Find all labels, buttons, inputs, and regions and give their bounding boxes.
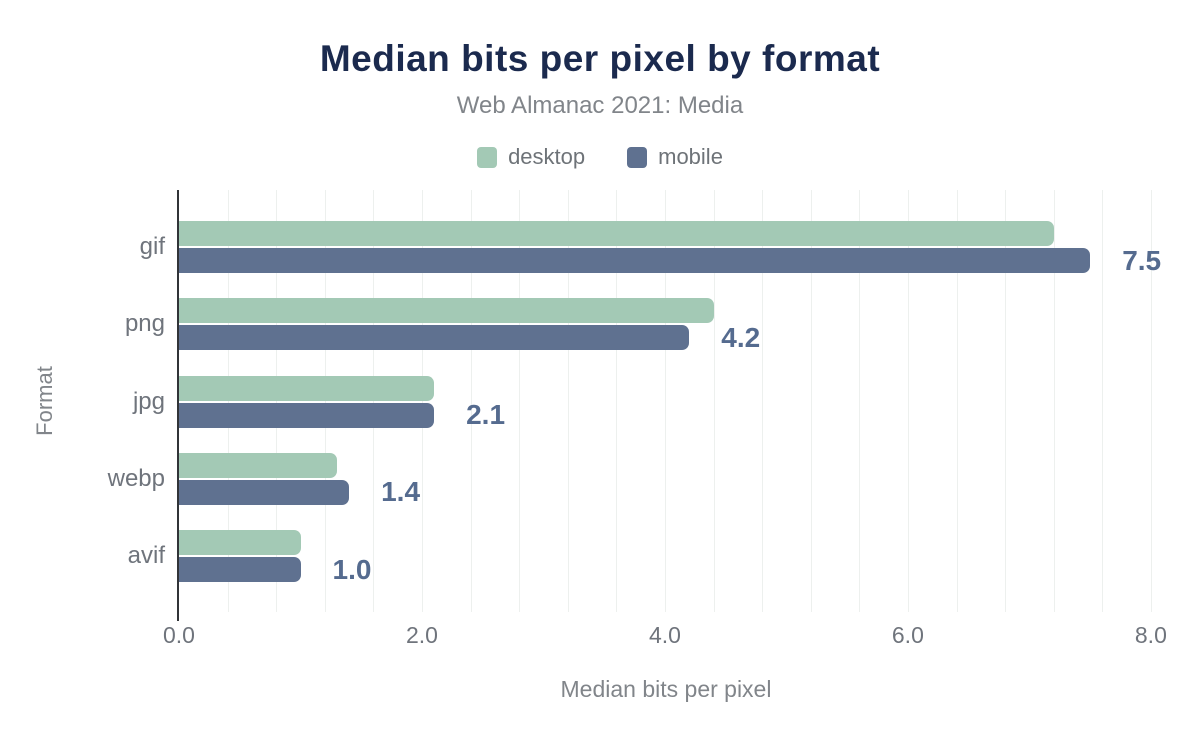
gridline	[1102, 190, 1104, 612]
gridline	[665, 190, 666, 612]
gridline	[276, 190, 278, 612]
gridline	[373, 190, 375, 612]
category-label-png: png	[124, 310, 165, 338]
bar-mobile-png	[179, 325, 690, 351]
gridline	[1005, 190, 1007, 612]
gridline	[519, 190, 521, 612]
data-label-avif: 1.0	[332, 553, 372, 585]
y-axis-title: Format	[32, 366, 57, 436]
data-label-jpg: 2.1	[466, 399, 506, 430]
gridline	[616, 190, 618, 612]
gridline	[324, 190, 326, 612]
legend-item-mobile: mobile	[627, 144, 723, 170]
category-label-webp: webp	[107, 464, 165, 492]
gridline	[713, 190, 715, 612]
chart-subtitle: Web Almanac 2021: Media	[456, 92, 744, 119]
chart-title: Median bits per pixel by format	[319, 38, 881, 79]
gridline	[810, 190, 812, 612]
gridline	[859, 190, 861, 612]
data-label-png: 4.2	[721, 321, 761, 353]
category-label-gif: gif	[139, 233, 165, 260]
bar-desktop-webp	[179, 452, 337, 478]
gridline	[907, 190, 909, 612]
data-label-webp: 1.4	[381, 476, 421, 508]
zero-tick-mark	[177, 612, 179, 621]
legend-label-desktop: desktop	[508, 144, 586, 169]
category-label-jpg: jpg	[132, 387, 165, 415]
bar-mobile-webp	[179, 479, 350, 505]
gridline	[470, 190, 472, 612]
bar-mobile-avif	[179, 557, 301, 582]
bar-desktop-gif	[179, 221, 1054, 246]
legend-label-mobile: mobile	[658, 144, 723, 169]
x-tick-label-0.0: 0.0	[163, 622, 195, 648]
x-tick-label-8.0: 8.0	[1134, 622, 1167, 648]
plot-area: gif 7.5 png 4.2 jpg 2.1 webp 1.4 avif 1.0 0.0 2.0 4.…	[108, 190, 1167, 648]
legend-swatch-mobile	[627, 146, 648, 168]
bar-desktop-png	[179, 298, 714, 324]
legend-item-desktop: desktop	[477, 144, 585, 170]
gridline	[1053, 190, 1055, 612]
legend-swatch-desktop	[477, 146, 498, 168]
category-label-avif: avif	[127, 542, 165, 569]
bar-mobile-gif	[179, 248, 1091, 273]
legend: desktop mobile	[0, 144, 1200, 170]
gridline	[956, 190, 958, 612]
bar-desktop-avif	[179, 530, 301, 555]
x-tick-label-2.0: 2.0	[406, 622, 438, 648]
x-axis-title: Median bits per pixel	[560, 676, 772, 702]
bar-mobile-jpg	[179, 402, 435, 428]
gridline	[1150, 190, 1152, 612]
data-label-gif: 7.5	[1122, 244, 1162, 276]
x-tick-label-6.0: 6.0	[891, 622, 924, 648]
bar-desktop-jpg	[179, 375, 435, 401]
x-tick-label-4.0: 4.0	[649, 622, 681, 648]
gridline	[567, 190, 569, 612]
gridline	[227, 190, 229, 612]
gridline	[762, 190, 764, 612]
gridline	[422, 190, 423, 612]
